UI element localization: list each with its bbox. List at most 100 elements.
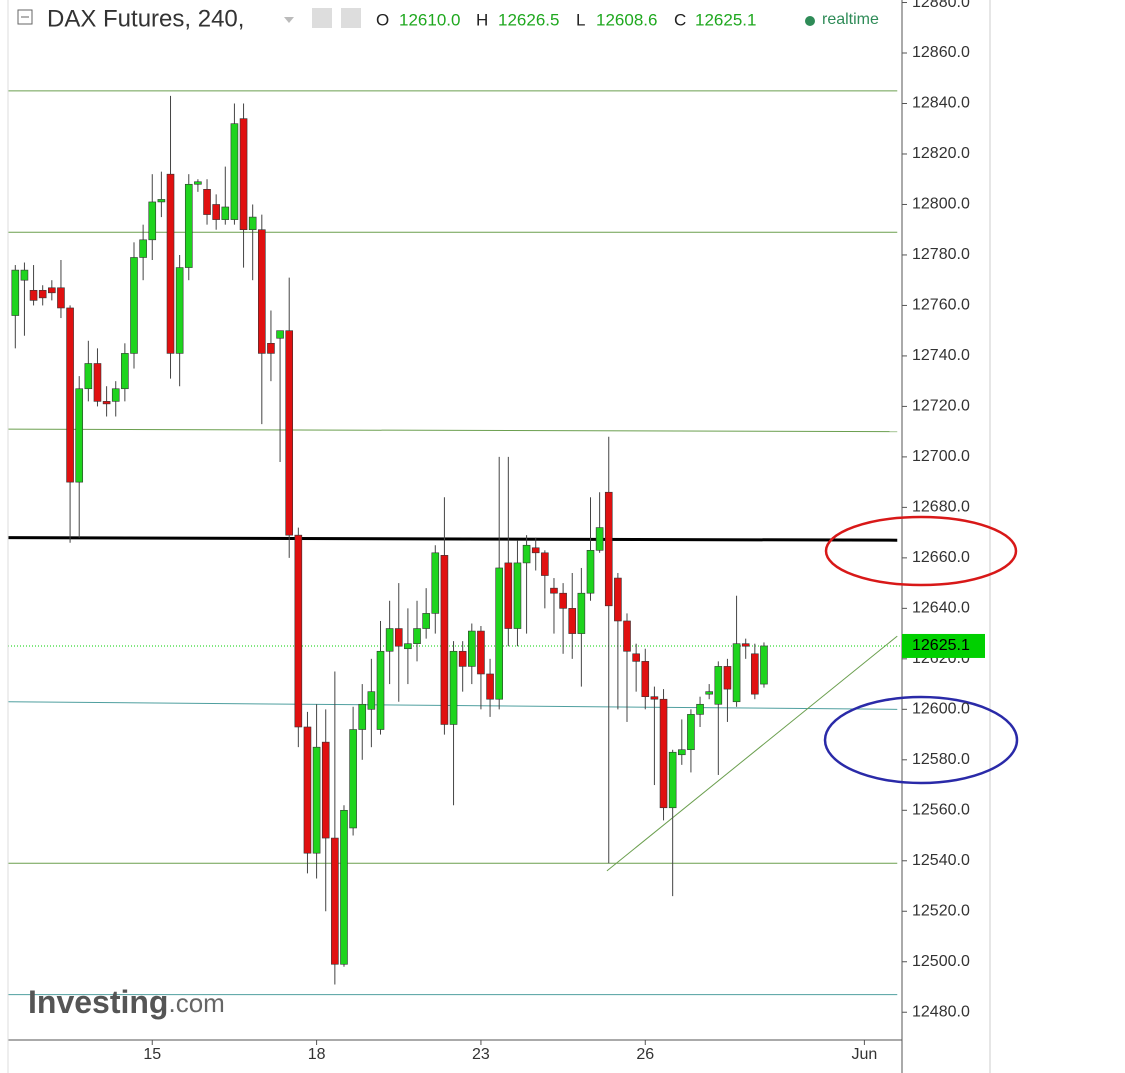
y-tick-label: 12840.0 xyxy=(912,95,970,112)
high-value: 12626.5 xyxy=(498,10,559,29)
y-tick-label: 12680.0 xyxy=(912,499,970,516)
y-tick-label: 12760.0 xyxy=(912,297,970,314)
candle-body xyxy=(230,123,239,220)
candle-body xyxy=(468,630,476,667)
candle-body xyxy=(705,691,713,695)
candle-body xyxy=(604,491,613,607)
candle-body xyxy=(714,666,723,705)
eye-icon[interactable] xyxy=(312,8,332,28)
candle-body xyxy=(38,289,47,299)
y-tick-label: 12740.0 xyxy=(912,347,970,364)
candle-body xyxy=(303,726,312,854)
candle-body xyxy=(696,703,704,715)
plot-area xyxy=(7,90,902,996)
candle-body xyxy=(184,183,193,268)
watermark-suffix: .com xyxy=(168,988,224,1018)
chart-title: DAX Futures, 240, xyxy=(47,5,244,32)
candle-body xyxy=(258,229,266,354)
watermark-brand: Investing.com xyxy=(28,984,225,1020)
candle-body xyxy=(568,608,577,634)
candle-body xyxy=(84,363,93,390)
candle-body xyxy=(586,549,595,594)
candle-body xyxy=(677,749,686,756)
close-label: C xyxy=(674,10,686,29)
low-label: L xyxy=(576,10,585,29)
candle-body xyxy=(285,330,294,536)
open-label: O xyxy=(376,10,389,29)
candle-body xyxy=(20,269,29,281)
candle-body xyxy=(632,653,640,662)
candle-body xyxy=(687,714,695,751)
candle-body xyxy=(531,547,540,554)
candle-body xyxy=(550,587,558,594)
y-tick-label: 12860.0 xyxy=(912,44,970,61)
high-label: H xyxy=(476,10,488,29)
collapse-button[interactable] xyxy=(17,9,33,25)
y-tick-label: 12520.0 xyxy=(912,902,970,919)
candle-body xyxy=(130,257,138,354)
close-value: 12625.1 xyxy=(695,10,756,29)
candle-body xyxy=(385,628,394,652)
candle-body xyxy=(166,173,175,354)
y-tick-label: 12780.0 xyxy=(912,246,970,263)
candle-body xyxy=(148,201,157,241)
drawn-line xyxy=(7,536,898,542)
candle-body xyxy=(741,643,750,647)
candle-body xyxy=(93,363,102,402)
y-tick-label: 12800.0 xyxy=(912,196,970,213)
candle-body xyxy=(175,267,184,354)
candle-body xyxy=(102,401,111,405)
candle-body xyxy=(477,630,485,675)
candle-body xyxy=(522,544,531,564)
candle-body xyxy=(422,613,430,629)
candle-body xyxy=(732,643,741,703)
x-tick-label: 26 xyxy=(636,1046,654,1063)
drawn-line xyxy=(7,428,898,433)
candle-body xyxy=(595,527,604,551)
candle-body xyxy=(66,307,74,483)
candle-body xyxy=(559,592,567,609)
highlight-ellipse xyxy=(823,695,1019,785)
y-tick-label: 12500.0 xyxy=(912,953,970,970)
status: realtime xyxy=(822,11,879,28)
highlight-ellipse xyxy=(824,515,1018,587)
candle-body xyxy=(294,534,303,728)
candle-body xyxy=(358,703,367,730)
candle-body xyxy=(121,353,129,390)
candle-body xyxy=(541,552,549,576)
last-price-label: 12625.1 xyxy=(912,637,970,654)
candle-body xyxy=(267,343,275,354)
candle-body xyxy=(203,189,211,215)
candle-body xyxy=(221,206,230,220)
candle-body xyxy=(321,741,330,839)
candle-body xyxy=(760,645,768,685)
candle-body xyxy=(75,388,84,483)
candle-body xyxy=(29,289,38,301)
status-dot xyxy=(805,16,815,26)
candle-body xyxy=(111,388,120,402)
candle-body xyxy=(212,204,220,220)
x-tick-label: 15 xyxy=(143,1046,161,1063)
dropdown-icon[interactable] xyxy=(284,17,294,23)
candle-body xyxy=(157,199,166,203)
candle-body xyxy=(751,653,759,695)
candle-body xyxy=(413,628,421,644)
candle-body xyxy=(367,691,376,710)
candle-body xyxy=(139,239,147,258)
candle-body xyxy=(276,330,284,339)
candle-body xyxy=(614,577,622,622)
candle-body xyxy=(404,643,412,650)
y-tick-label: 12560.0 xyxy=(912,802,970,819)
candle-body xyxy=(340,809,348,965)
candle-body xyxy=(48,287,56,294)
y-tick-label: 12700.0 xyxy=(912,448,970,465)
y-tick-label: 12540.0 xyxy=(912,852,970,869)
candle-body xyxy=(449,650,458,725)
candle-body xyxy=(57,287,65,309)
low-value: 12608.6 xyxy=(596,10,657,29)
candle-body xyxy=(723,666,732,690)
x-tick-label: Jun xyxy=(851,1046,877,1063)
y-tick-label: 12820.0 xyxy=(912,145,970,162)
settings-icon[interactable] xyxy=(341,8,361,28)
